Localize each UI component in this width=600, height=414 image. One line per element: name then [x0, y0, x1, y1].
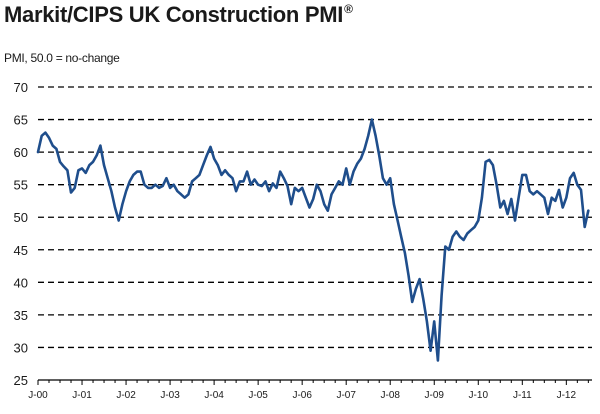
x-tick-label: J-01	[72, 390, 92, 401]
x-tick-label: J-05	[248, 390, 268, 401]
x-tick-label: J-04	[204, 390, 224, 401]
registered-mark: ®	[344, 2, 353, 16]
x-tick-label: J-09	[425, 390, 445, 401]
x-tick-label: J-07	[336, 390, 356, 401]
y-tick-label: 25	[14, 373, 28, 388]
chart-subtitle: PMI, 50.0 = no-change	[4, 51, 120, 65]
x-tick-label: J-03	[160, 390, 180, 401]
y-axis-tick-labels: 25 30 35 40 45 50 55 60 65 70	[14, 80, 28, 388]
y-tick-label: 45	[14, 243, 28, 258]
y-tick-label: 55	[14, 178, 28, 193]
y-tick-label: 65	[14, 113, 28, 128]
y-tick-label: 40	[14, 275, 28, 290]
y-tick-label: 35	[14, 308, 28, 323]
x-axis: J-00 J-01 J-02 J-03 J-04 J-05 J-06 J-07 J-08 J-09…	[28, 379, 592, 401]
x-tick-label: J-08	[380, 390, 400, 401]
x-tick-label: J-02	[116, 390, 136, 401]
y-tick-label: 30	[14, 340, 28, 355]
x-tick-label: J-00	[28, 390, 48, 401]
y-tick-label: 60	[14, 145, 28, 160]
series-line-pmi	[36, 118, 590, 362]
x-tick-label: J-12	[557, 390, 577, 401]
gridlines	[38, 86, 592, 349]
chart-title: Markit/CIPS UK Construction PMI®	[4, 2, 353, 28]
x-tick-label: J-11	[513, 390, 532, 401]
series-layer	[36, 118, 590, 362]
x-tick-label: J-10	[469, 390, 489, 401]
y-tick-label: 50	[14, 210, 28, 225]
x-tick-label: J-06	[292, 390, 312, 401]
chart-title-text: Markit/CIPS UK Construction PMI	[4, 2, 344, 27]
y-tick-label: 70	[14, 80, 28, 95]
